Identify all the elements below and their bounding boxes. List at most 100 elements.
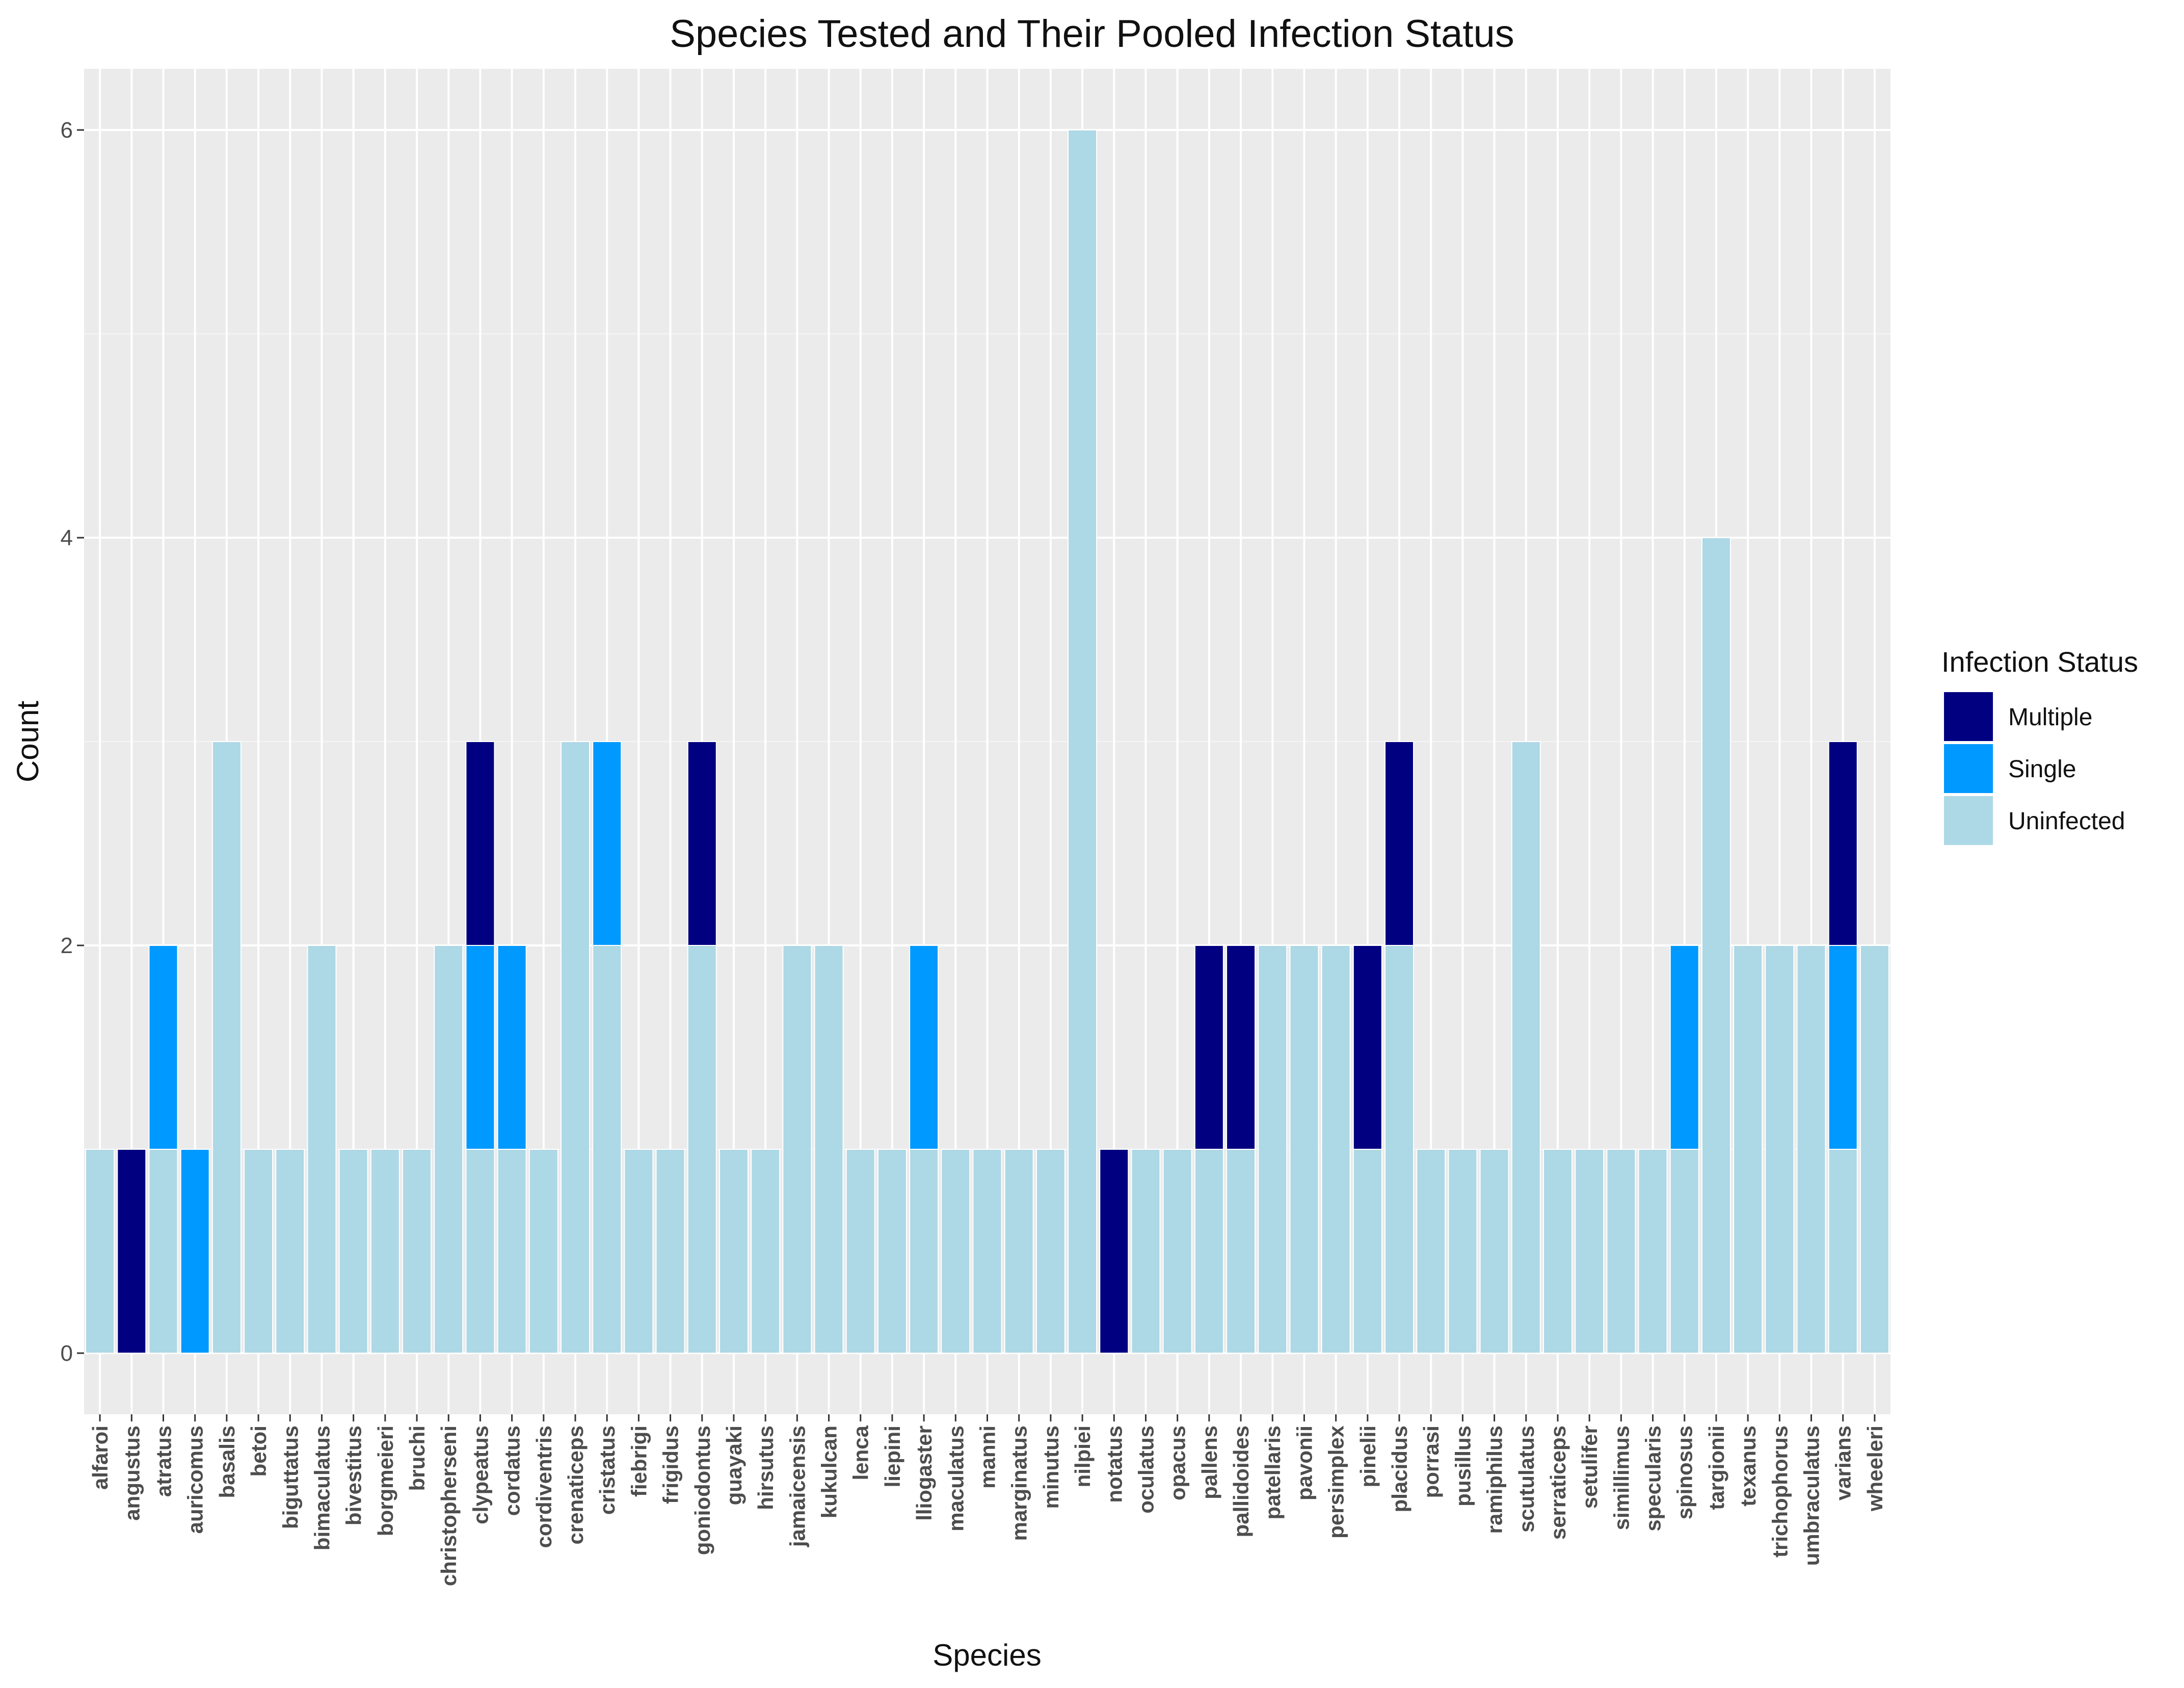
bar-lliogaster-uninfected [909, 1149, 939, 1354]
bar-borgmeieri-uninfected [370, 1149, 400, 1354]
x-tick-label-pallidoides: pallidoides [1229, 1426, 1253, 1537]
bar-oculatus-uninfected [1131, 1149, 1161, 1354]
bar-setulifer-uninfected [1575, 1149, 1605, 1354]
x-tick-label-pusillus: pusillus [1451, 1426, 1475, 1507]
x-tick-label-notatus: notatus [1102, 1426, 1126, 1503]
x-tick-label-fiebrigi: fiebrigi [627, 1426, 651, 1497]
legend-label-single: Single [2008, 756, 2076, 783]
x-tick-label-goniodontus: goniodontus [690, 1426, 714, 1555]
x-tick-label-liepini: liepini [881, 1426, 904, 1487]
x-tick-label-trichophorus: trichophorus [1768, 1426, 1792, 1558]
bar-marginatus-uninfected [1004, 1149, 1034, 1354]
x-tick-label-pallens: pallens [1197, 1426, 1221, 1499]
x-tick-label-jamaicensis: jamaicensis [785, 1426, 809, 1547]
bar-angustus-multiple [117, 1149, 147, 1354]
bar-kukulcan-uninfected [814, 945, 844, 1354]
legend-label-multiple: Multiple [2008, 704, 2092, 731]
x-tick-label-guayaki: guayaki [722, 1426, 746, 1505]
x-tick-label-simillimus: simillimus [1609, 1426, 1633, 1530]
bar-clypeatus-multiple [465, 741, 495, 946]
x-tick-label-auricomus: auricomus [183, 1426, 207, 1534]
bar-placidus-multiple [1384, 741, 1414, 946]
x-tick-label-christopherseni: christopherseni [437, 1426, 461, 1586]
x-tick-label-atratus: atratus [151, 1426, 175, 1497]
x-tick-label-basalis: basalis [215, 1426, 239, 1498]
bar-trichophorus-uninfected [1765, 945, 1795, 1354]
bar-pallens-uninfected [1194, 1149, 1224, 1354]
bar-alfaroi-uninfected [85, 1149, 115, 1354]
x-tick-label-persimplex: persimplex [1324, 1425, 1348, 1538]
bars [85, 129, 1889, 1354]
x-tick-label-umbraculatus: umbraculatus [1800, 1426, 1824, 1566]
bar-porrasi-uninfected [1416, 1149, 1446, 1354]
chart-title: Species Tested and Their Pooled Infectio… [670, 12, 1514, 56]
x-tick-label-cordiventris: cordiventris [532, 1426, 556, 1548]
x-tick-label-cristatus: cristatus [595, 1426, 619, 1515]
bar-spinosus-uninfected [1669, 1149, 1699, 1354]
bar-clypeatus-single [465, 945, 495, 1150]
bar-cordatus-uninfected [497, 1149, 527, 1354]
x-axis-title: Species [933, 1638, 1041, 1672]
bar-opacus-uninfected [1162, 1149, 1192, 1354]
x-tick-label-wheeleri: wheeleri [1863, 1426, 1887, 1512]
x-tick-label-nilpiei: nilpiei [1071, 1426, 1095, 1487]
x-tick-label-pinelii: pinelii [1356, 1426, 1380, 1487]
x-tick-label-oculatus: oculatus [1134, 1426, 1158, 1514]
bar-umbraculatus-uninfected [1796, 945, 1826, 1354]
bar-christopherseni-uninfected [434, 945, 464, 1354]
x-tick-label-frigidus: frigidus [659, 1426, 683, 1504]
legend-swatch-multiple [1944, 692, 1993, 741]
bar-lliogaster-single [909, 945, 939, 1150]
legend-swatch-single [1944, 744, 1993, 793]
bar-persimplex-uninfected [1321, 945, 1351, 1354]
bar-minutus-uninfected [1035, 1149, 1066, 1354]
bar-pallidoides-multiple [1226, 945, 1256, 1150]
bar-ramiphilus-uninfected [1479, 1149, 1509, 1354]
x-tick-label-cordatus: cordatus [500, 1426, 524, 1516]
x-tick-label-clypeatus: clypeatus [468, 1426, 492, 1524]
x-tick-label-biguttatus: biguttatus [278, 1426, 302, 1529]
x-tick-label-specularis: specularis [1641, 1426, 1665, 1532]
bar-pavonii-uninfected [1289, 945, 1319, 1354]
y-axis: 0 2 4 6 [61, 118, 84, 1366]
x-tick-label-pavonii: pavonii [1292, 1426, 1316, 1500]
x-axis: alfaroi angustus atratus auricomus basalis be… [88, 1414, 1887, 1586]
bar-guayaki-uninfected [718, 1149, 749, 1354]
x-tick-label-minutus: minutus [1039, 1426, 1063, 1509]
bar-bimaculatus-uninfected [307, 945, 337, 1354]
bar-bivestitus-uninfected [338, 1149, 368, 1354]
x-tick-label-placidus: placidus [1388, 1426, 1411, 1512]
bar-varians-uninfected [1828, 1149, 1858, 1354]
bar-pallidoides-uninfected [1226, 1149, 1256, 1354]
x-tick-label-varians: varians [1831, 1426, 1855, 1500]
bar-varians-multiple [1828, 741, 1858, 946]
bar-notatus-multiple [1099, 1149, 1129, 1354]
x-tick-label-borgmeieri: borgmeieri [374, 1426, 397, 1536]
x-tick-label-marginatus: marginatus [1007, 1426, 1031, 1541]
x-tick-label-texanus: texanus [1736, 1426, 1760, 1507]
bar-goniodontus-uninfected [687, 945, 717, 1354]
x-tick-label-bruchi: bruchi [405, 1426, 429, 1491]
bar-pusillus-uninfected [1448, 1149, 1478, 1354]
x-tick-label-lliogaster: lliogaster [912, 1426, 936, 1521]
bar-frigidus-uninfected [655, 1149, 685, 1354]
legend-title: Infection Status [1941, 646, 2138, 678]
bar-wheeleri-uninfected [1859, 945, 1889, 1354]
x-tick-label-lenca: lenca [849, 1425, 873, 1480]
bar-pallens-multiple [1194, 945, 1224, 1150]
x-tick-label-bimaculatus: bimaculatus [310, 1426, 334, 1550]
bar-placidus-uninfected [1384, 945, 1414, 1354]
bar-crenaticeps-uninfected [561, 741, 590, 1354]
bar-scutulatus-uninfected [1511, 741, 1541, 1354]
bar-serraticeps-uninfected [1542, 1149, 1573, 1354]
x-tick-label-setulifer: setulifer [1578, 1426, 1602, 1509]
bar-bruchi-uninfected [402, 1149, 432, 1354]
bar-pinelii-uninfected [1352, 1149, 1382, 1354]
bar-simillimus-uninfected [1606, 1149, 1636, 1354]
x-tick-label-porrasi: porrasi [1419, 1426, 1443, 1498]
bar-cristatus-uninfected [592, 945, 622, 1354]
x-tick-label-maculatus: maculatus [944, 1426, 968, 1532]
bar-atratus-single [148, 945, 178, 1150]
bar-betoi-uninfected [244, 1149, 274, 1354]
